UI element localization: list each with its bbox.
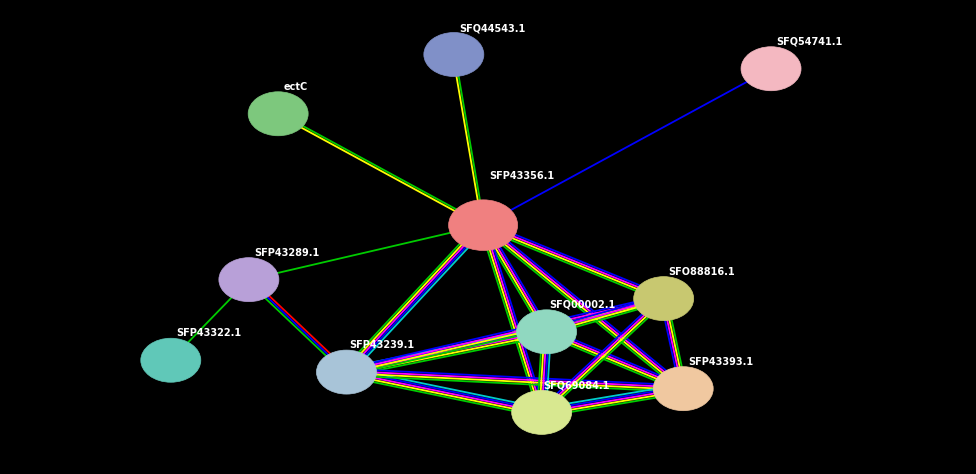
Ellipse shape xyxy=(516,310,577,354)
Text: SFP43289.1: SFP43289.1 xyxy=(254,247,319,258)
Text: SFQ44543.1: SFQ44543.1 xyxy=(459,24,525,34)
Text: SFQ54741.1: SFQ54741.1 xyxy=(776,36,842,47)
Ellipse shape xyxy=(511,391,572,434)
Ellipse shape xyxy=(653,367,713,410)
Ellipse shape xyxy=(248,92,308,136)
Ellipse shape xyxy=(316,350,377,394)
Text: SFQ69084.1: SFQ69084.1 xyxy=(544,380,610,391)
Text: SFP43322.1: SFP43322.1 xyxy=(176,328,241,338)
Ellipse shape xyxy=(741,47,801,91)
Ellipse shape xyxy=(219,258,279,301)
Text: SFO88816.1: SFO88816.1 xyxy=(669,266,735,277)
Text: SFP43239.1: SFP43239.1 xyxy=(349,340,415,350)
Ellipse shape xyxy=(633,277,694,320)
Ellipse shape xyxy=(449,200,517,250)
Text: ectC: ectC xyxy=(283,82,307,92)
Text: SFQ00002.1: SFQ00002.1 xyxy=(549,300,616,310)
Text: SFP43356.1: SFP43356.1 xyxy=(489,171,554,181)
Text: SFP43393.1: SFP43393.1 xyxy=(688,356,753,367)
Ellipse shape xyxy=(141,338,201,382)
Ellipse shape xyxy=(424,33,484,76)
